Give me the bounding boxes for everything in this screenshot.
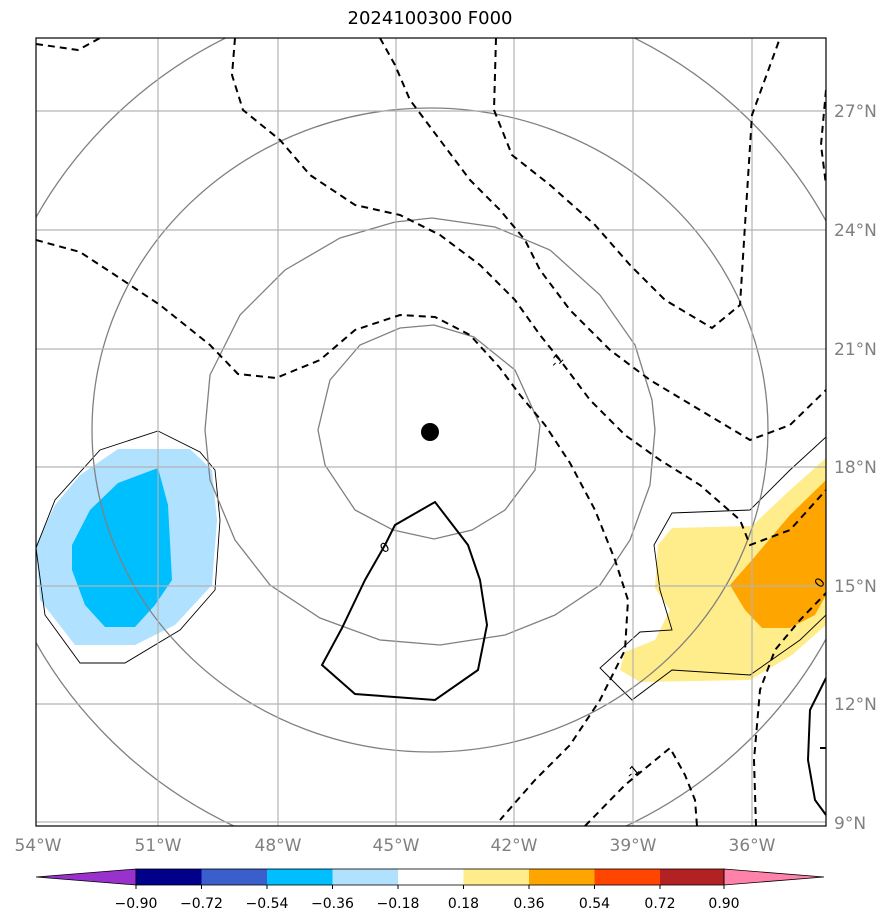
lat-label: 12°N [834, 695, 877, 715]
graticule [36, 38, 826, 826]
map-plot-area: 0 -1 -1 0 [36, 38, 826, 826]
lat-label: 18°N [834, 458, 877, 478]
lon-label: 39°W [610, 836, 657, 856]
contour-label: -1 [547, 351, 567, 371]
lon-label: 42°W [491, 836, 538, 856]
lat-label: 15°N [834, 577, 877, 597]
colorbar-tick-label: 0.90 [708, 896, 739, 912]
latitude-labels: 27°N 24°N 21°N 18°N 15°N 12°N 9°N [834, 102, 877, 834]
colorbar-tick-label: 0.36 [513, 896, 544, 912]
longitude-labels: 54°W 51°W 48°W 45°W 42°W 39°W 36°W [15, 836, 776, 856]
colorbar-tick-label: −0.54 [246, 896, 289, 912]
colorbar-tick-label: 0.72 [644, 896, 675, 912]
negative-contours [36, 38, 826, 826]
colorbar-frame [135, 868, 725, 886]
colorbar-segment [201, 869, 267, 885]
map-title: 2024100300 F000 [347, 8, 513, 29]
range-rings [36, 38, 826, 826]
colorbar-segment [463, 869, 529, 885]
map-frame [35, 37, 827, 827]
colorbar: −0.90 −0.72 −0.54 −0.36 −0.18 0.18 0.36 … [35, 868, 825, 912]
positive-anomaly-outline [599, 436, 826, 701]
lat-label: 9°N [834, 814, 866, 834]
colorbar-segment [398, 869, 464, 885]
lat-label: 24°N [834, 221, 877, 241]
colorbar-tick-label: −0.90 [115, 896, 158, 912]
colorbar-ticks [135, 885, 725, 889]
colorbar-tick-label: −0.36 [311, 896, 354, 912]
colorbar-tick-label: 0.18 [448, 896, 479, 912]
colorbar-segment [529, 869, 595, 885]
colorbar-segment [136, 869, 202, 885]
lon-label: 54°W [15, 836, 62, 856]
colorbar-extend-high [723, 868, 825, 886]
lon-label: 51°W [135, 836, 182, 856]
colorbar-tick-label: 0.54 [579, 896, 610, 912]
colorbar-segment [594, 869, 660, 885]
colorbar-extend-low [35, 868, 137, 886]
colorbar-segment [332, 869, 398, 885]
negative-anomaly-medium [72, 468, 172, 627]
contour-label: -1 [624, 762, 644, 782]
lat-label: 27°N [834, 102, 877, 122]
colorbar-segment [660, 869, 724, 885]
lon-label: 45°W [373, 836, 420, 856]
lon-label: 48°W [255, 836, 302, 856]
lon-label: 36°W [729, 836, 776, 856]
colorbar-tick-label: −0.18 [377, 896, 420, 912]
storm-center-marker [421, 423, 439, 441]
colorbar-segment [267, 869, 333, 885]
negative-anomaly-outline [36, 430, 221, 664]
lat-label: 21°N [834, 340, 877, 360]
colorbar-tick-label: −0.72 [180, 896, 223, 912]
zero-contours [320, 500, 826, 816]
